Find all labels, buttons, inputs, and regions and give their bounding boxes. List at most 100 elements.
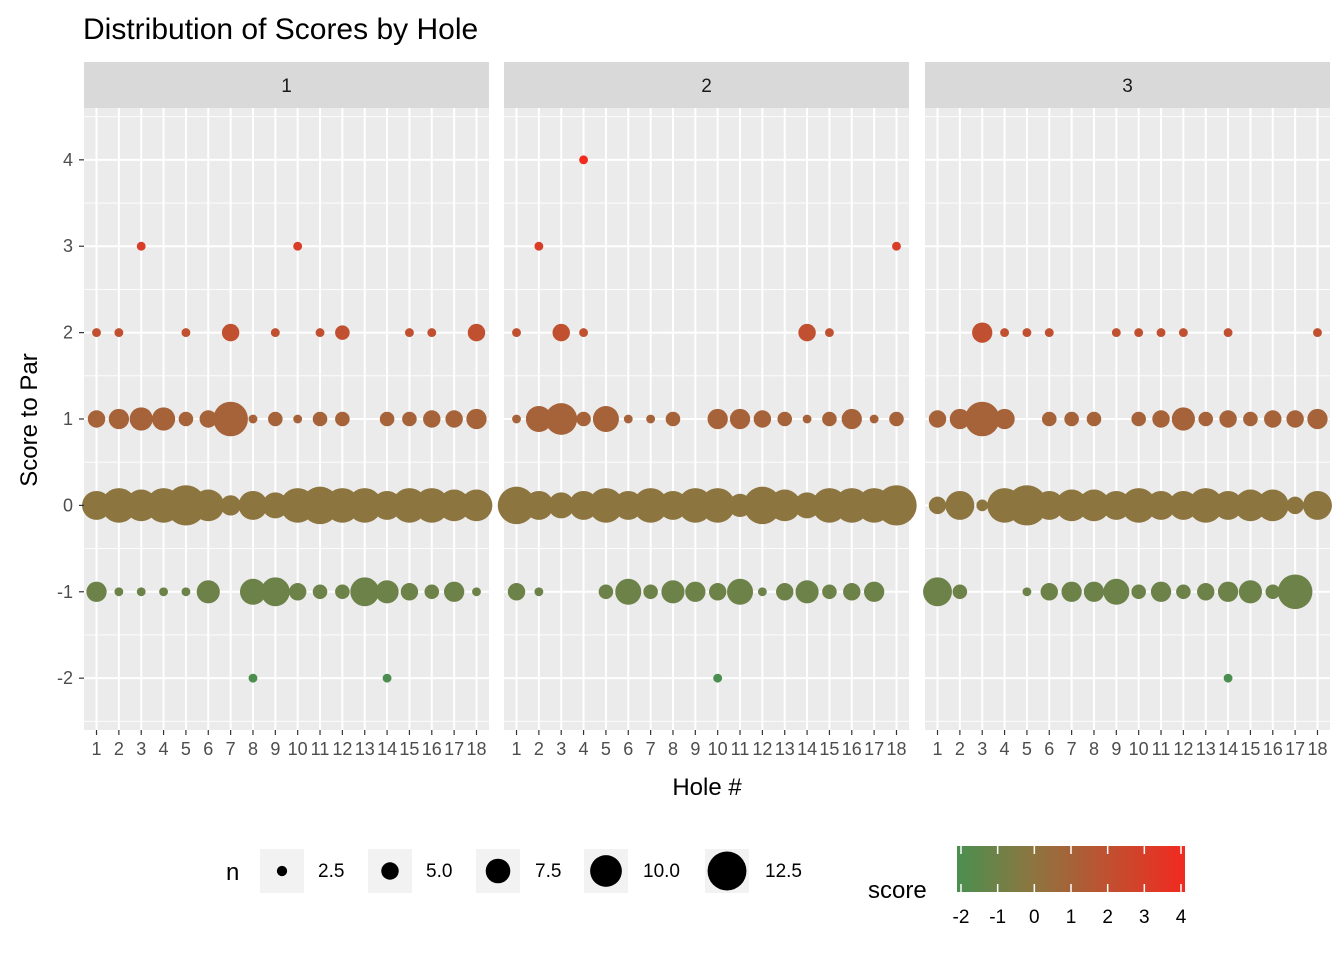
data-point — [1121, 488, 1156, 523]
data-point — [414, 488, 450, 523]
data-point — [1086, 411, 1102, 427]
data-point — [507, 583, 526, 601]
data-point — [1156, 328, 1166, 338]
data-point — [534, 587, 544, 597]
color-legend-label: 4 — [1176, 907, 1187, 928]
data-point — [335, 325, 350, 340]
data-point — [945, 490, 975, 520]
x-tick-label: 17 — [1285, 739, 1305, 759]
data-point — [700, 488, 735, 523]
x-tick-label: 7 — [1067, 739, 1077, 759]
data-point — [598, 584, 614, 600]
facet-panel-2: 21 2 3 4 5 6 7 8 9 10 11 12 13 14 15 16 17 18 — [497, 62, 917, 759]
data-point — [1178, 328, 1188, 338]
data-point — [713, 673, 723, 683]
color-legend-label: 2 — [1102, 907, 1113, 928]
x-tick-label: 5 — [601, 739, 611, 759]
facet-strip-label: 3 — [1122, 76, 1133, 97]
data-point — [402, 411, 417, 427]
chart-title: Distribution of Scores by Hole — [83, 13, 478, 46]
data-point — [708, 583, 727, 601]
x-tick-label: 2 — [114, 739, 124, 759]
size-legend-label: 10.0 — [643, 861, 680, 882]
x-tick-label: 17 — [444, 739, 464, 759]
data-point — [87, 410, 106, 428]
data-point — [1219, 410, 1237, 428]
facet-strip-label: 1 — [281, 76, 292, 97]
data-point — [129, 407, 153, 431]
y-tick-label: -2 — [57, 668, 73, 688]
data-point — [545, 403, 578, 435]
data-point — [178, 411, 194, 427]
x-tick-label: 3 — [977, 739, 987, 759]
data-point — [1243, 411, 1258, 427]
x-tick-label: 5 — [181, 739, 191, 759]
x-tick-label: 1 — [933, 739, 943, 759]
data-point — [822, 411, 837, 427]
data-point — [350, 577, 380, 607]
data-point — [1238, 580, 1263, 604]
data-point — [1146, 490, 1176, 520]
data-point — [646, 414, 656, 424]
data-point — [151, 407, 176, 431]
data-point — [576, 411, 591, 427]
x-tick-label: 14 — [1218, 739, 1238, 759]
data-point — [928, 496, 947, 515]
y-tick-label: 1 — [63, 409, 73, 429]
data-point — [579, 155, 588, 165]
data-point — [889, 411, 904, 427]
x-tick-label: 10 — [1129, 739, 1149, 759]
size-legend: n 2.5 5.0 7.5 10.0 12.5 — [226, 849, 802, 893]
x-tick-label: 11 — [731, 739, 750, 759]
x-tick-label: 11 — [1152, 739, 1171, 759]
data-point — [1217, 581, 1239, 602]
data-point — [524, 490, 554, 520]
data-point — [497, 486, 536, 525]
x-tick-label: 15 — [819, 739, 839, 759]
data-point — [108, 408, 130, 430]
data-point — [1313, 328, 1322, 338]
data-point — [753, 410, 772, 428]
facet-panel-3: 31 2 3 4 5 6 7 8 9 10 11 12 13 14 15 16 17 18 — [923, 62, 1332, 759]
data-point — [1223, 328, 1233, 338]
color-legend-label: 0 — [1029, 907, 1040, 928]
data-point — [1303, 490, 1332, 520]
data-point — [592, 405, 619, 433]
data-point — [802, 414, 812, 424]
facet-strip — [84, 62, 489, 108]
size-legend-label: 7.5 — [535, 861, 561, 882]
x-tick-label: 5 — [1022, 739, 1032, 759]
data-point — [192, 489, 225, 522]
x-tick-label: 10 — [708, 739, 728, 759]
x-tick-label: 8 — [1089, 739, 1099, 759]
x-tick-label: 15 — [1240, 739, 1260, 759]
data-point — [1061, 581, 1082, 602]
data-point — [1044, 328, 1054, 338]
data-point — [768, 489, 801, 522]
size-legend-title: n — [226, 859, 239, 886]
data-point — [1040, 583, 1058, 601]
data-point — [525, 405, 552, 433]
data-point — [757, 587, 767, 597]
data-point — [822, 584, 837, 600]
data-point — [1083, 581, 1105, 602]
data-point — [1022, 587, 1032, 597]
data-point — [467, 323, 486, 342]
data-point — [1286, 410, 1304, 428]
x-tick-label: 9 — [270, 739, 280, 759]
color-legend-label: 3 — [1139, 907, 1150, 928]
facet-strip — [925, 62, 1330, 108]
y-axis-title: Score to Par — [16, 353, 43, 486]
data-point — [293, 241, 303, 251]
data-point — [427, 328, 437, 338]
data-point — [239, 578, 266, 605]
x-tick-label: 7 — [226, 739, 236, 759]
x-tick-label: 3 — [556, 739, 566, 759]
y-tick-label: 0 — [63, 495, 73, 515]
x-tick-label: 12 — [332, 739, 352, 759]
data-point — [994, 408, 1015, 430]
data-point — [136, 241, 146, 251]
data-point — [665, 411, 681, 427]
x-tick-label: 16 — [422, 739, 442, 759]
